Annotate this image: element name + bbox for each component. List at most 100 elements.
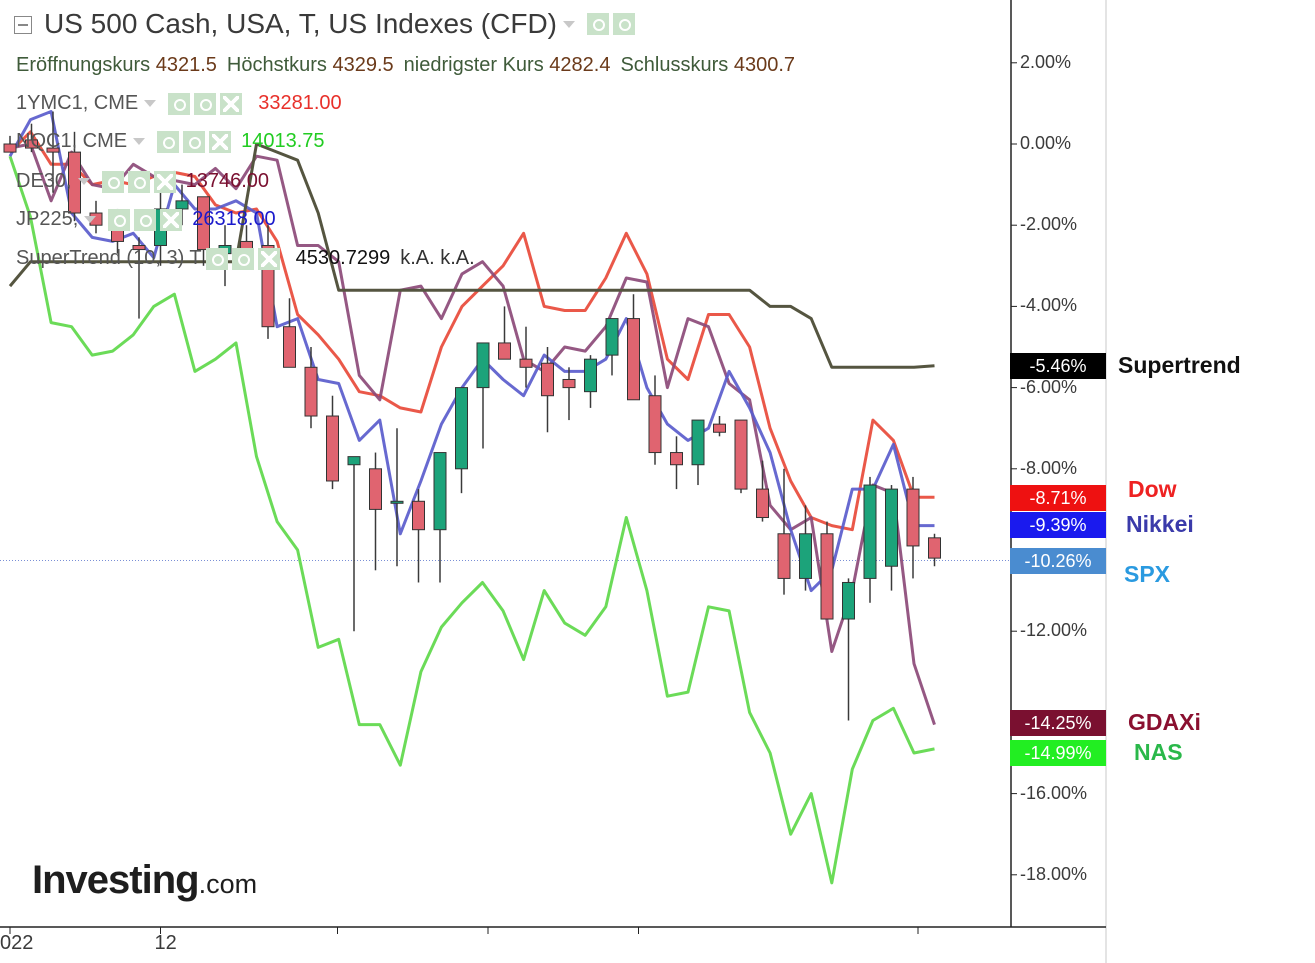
close-icon[interactable] xyxy=(160,208,183,231)
close-icon[interactable] xyxy=(209,130,232,153)
badge-spx: -10.26% xyxy=(1010,547,1106,574)
badge-nikkei: -9.39% xyxy=(1010,512,1106,539)
eye-icon[interactable] xyxy=(587,13,609,35)
candle-body xyxy=(605,318,619,356)
candle-body xyxy=(519,358,533,368)
y-tick-label: 0.00% xyxy=(1020,133,1072,153)
candle-body xyxy=(412,500,425,531)
candle-body xyxy=(584,358,597,393)
indicator-value: 4530.7299 xyxy=(295,247,391,269)
indicator-row-dax: DE30, 13746.00 xyxy=(16,170,269,193)
candle-body xyxy=(756,488,769,519)
candle-body xyxy=(885,488,898,567)
y-tick-label: 2.00% xyxy=(1020,51,1072,72)
candle-body xyxy=(498,342,511,360)
candle-body xyxy=(433,452,447,531)
investing-logo: Investing.com xyxy=(32,858,257,903)
y-tick-label: -8.00% xyxy=(1020,457,1078,478)
candle-body xyxy=(906,488,920,547)
eye-icon[interactable] xyxy=(108,208,131,231)
chevron-down-icon[interactable] xyxy=(84,216,97,223)
label-nikkei: Nikkei xyxy=(1126,511,1194,538)
close-icon[interactable] xyxy=(220,92,243,115)
candle-body xyxy=(777,533,791,579)
chart-title: US 500 Cash, USA, T, US Indexes (CFD) xyxy=(44,8,557,39)
chevron-down-icon[interactable] xyxy=(144,100,157,107)
ohlc-high-value: 4329.5 xyxy=(332,54,394,76)
gear-icon[interactable] xyxy=(194,92,217,115)
gear-icon[interactable] xyxy=(127,170,150,193)
indicator-name: DE30, xyxy=(16,170,72,192)
gear-icon[interactable] xyxy=(613,13,635,35)
indicator-name: SuperTrend (10, 3) T xyxy=(16,247,202,269)
indicator-value: 14013.75 xyxy=(241,130,325,152)
chevron-down-icon[interactable] xyxy=(77,178,90,185)
close-icon[interactable] xyxy=(257,247,280,270)
y-tick-label: -4.00% xyxy=(1020,295,1078,316)
eye-icon[interactable] xyxy=(101,170,124,193)
candle-body xyxy=(734,419,748,490)
indicator-name: JP225, xyxy=(16,208,79,230)
gdaxi-line xyxy=(9,142,936,726)
y-tick-label: -12.00% xyxy=(1020,620,1088,641)
gear-icon[interactable] xyxy=(231,247,254,270)
label-gdaxi: GDAXi xyxy=(1128,708,1201,735)
candle-body xyxy=(820,533,834,620)
candle-body xyxy=(283,326,296,368)
eye-icon[interactable] xyxy=(205,247,228,270)
indicator-extra: k.A. k.A. xyxy=(400,247,475,269)
label-spx: SPX xyxy=(1124,560,1171,587)
x-tick-label: 12 xyxy=(154,932,177,954)
ohlc-row: Eröffnungskurs 4321.5 Höchstkurs 4329.5 … xyxy=(16,54,805,77)
y-tick-label: -18.00% xyxy=(1020,863,1088,884)
ohlc-high-label: Höchstkurs xyxy=(226,54,327,76)
eye-icon[interactable] xyxy=(157,130,180,153)
candle-body xyxy=(476,342,490,389)
indicator-value: 13746.00 xyxy=(185,170,270,192)
close-icon[interactable] xyxy=(153,170,176,193)
candle-body xyxy=(842,581,855,620)
supertrend-line xyxy=(8,142,935,369)
candle-body xyxy=(863,484,877,579)
ohlc-open-label: Eröffnungskurs xyxy=(16,54,151,76)
candle-body xyxy=(46,147,60,153)
candle-body xyxy=(132,245,146,251)
logo-suffix: .com xyxy=(198,869,258,899)
candle-body xyxy=(799,533,812,579)
chevron-down-icon[interactable] xyxy=(563,20,575,28)
collapse-icon[interactable] xyxy=(14,16,32,34)
indicator-value: 33281.00 xyxy=(258,92,342,114)
candle-body xyxy=(25,139,38,149)
nas-line xyxy=(8,155,935,885)
candle-body xyxy=(390,500,404,504)
indicator-row-supertrend: SuperTrend (10, 3) T 4530.7299 k.A. k.A. xyxy=(16,247,475,270)
candle-body xyxy=(928,537,941,559)
gear-icon[interactable] xyxy=(183,130,206,153)
indicator-name: NQC1, CME xyxy=(16,130,128,152)
candle-body xyxy=(3,143,17,153)
badge-supertrend: -5.46% xyxy=(1010,352,1106,379)
badge-dow: -8.71% xyxy=(1010,484,1106,511)
candle-body xyxy=(455,387,468,470)
label-dow: Dow xyxy=(1128,475,1177,502)
candle-body xyxy=(670,452,683,466)
label-nas: NAS xyxy=(1134,738,1183,765)
candle-body xyxy=(347,456,361,466)
indicator-row-nikkei: JP225, 26318.00 xyxy=(16,208,276,231)
eye-icon[interactable] xyxy=(168,92,191,115)
ohlc-low-label: niedrigster Kurs xyxy=(403,54,544,76)
candle-body xyxy=(304,366,318,417)
badge-nas: -14.99% xyxy=(1010,739,1106,766)
ohlc-close-label: Schlusskurs xyxy=(620,54,729,76)
ohlc-low-value: 4282.4 xyxy=(549,54,611,76)
indicator-value: 26318.00 xyxy=(192,208,276,230)
ohlc-open-value: 4321.5 xyxy=(155,54,217,76)
chevron-down-icon[interactable] xyxy=(133,138,146,145)
badge-gdaxi: -14.25% xyxy=(1010,709,1106,736)
candle-body xyxy=(648,395,662,454)
candle-body xyxy=(326,415,339,482)
gear-icon[interactable] xyxy=(134,208,157,231)
y-tick-label: -2.00% xyxy=(1020,214,1078,235)
indicator-row-dow: 1YMC1, CME 33281.00 xyxy=(16,92,342,115)
